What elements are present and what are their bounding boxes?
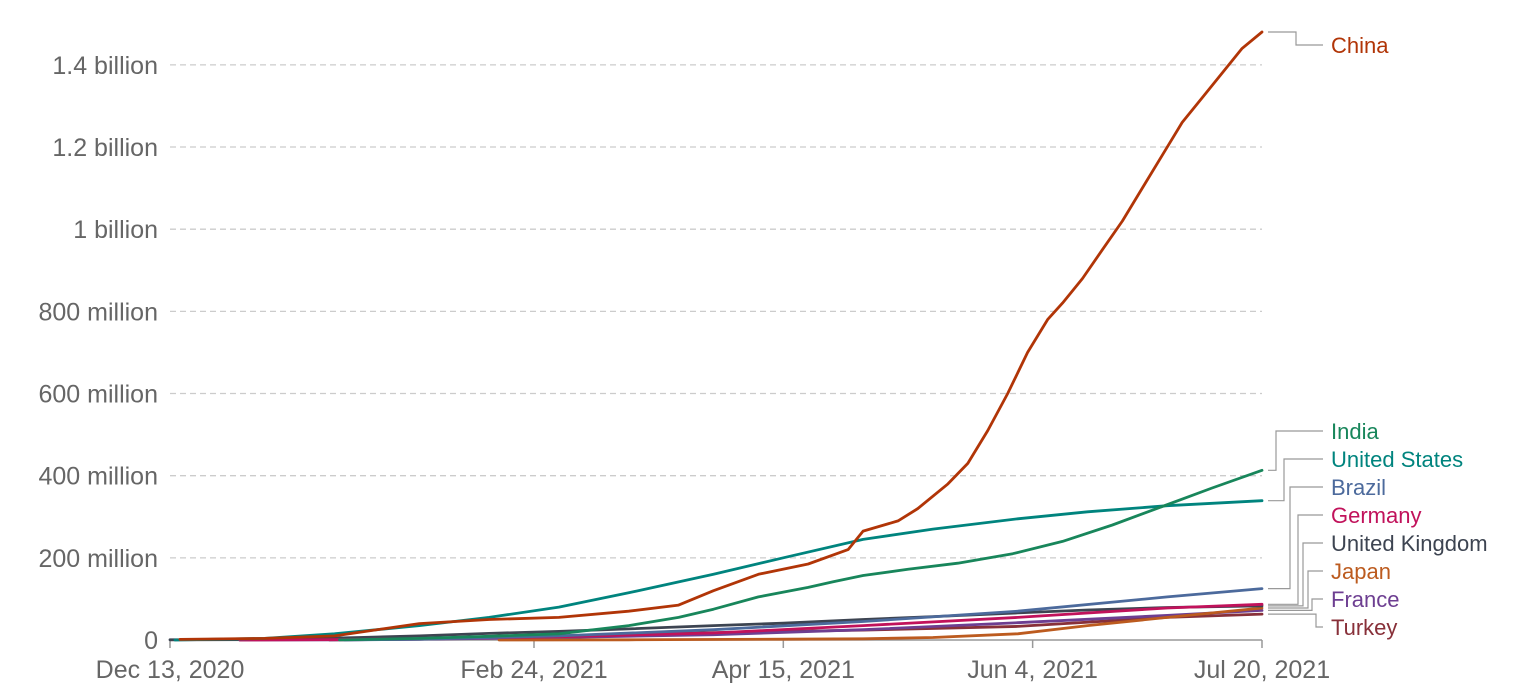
legend-label-united-kingdom: United Kingdom <box>1331 531 1488 556</box>
legend-connector-brazil <box>1268 486 1323 590</box>
legend-label-france: France <box>1331 587 1399 612</box>
legend-connector-turkey <box>1268 613 1323 628</box>
legend-label-japan: Japan <box>1331 559 1391 584</box>
y-tick-label: 800 million <box>38 298 158 326</box>
grid-layer <box>170 64 1262 559</box>
legend-layer: China India United States Brazil Germany Unit… <box>1268 31 1488 640</box>
series-line-india <box>338 468 1264 642</box>
legend-label-germany: Germany <box>1331 503 1421 528</box>
legend-label-china: China <box>1331 33 1389 58</box>
legend-connector-france <box>1268 598 1323 612</box>
legend-connector-united-states <box>1268 458 1323 502</box>
series-line-united-kingdom <box>168 604 1264 642</box>
y-tick-label: 400 million <box>38 463 158 491</box>
y-tick-label: 200 million <box>38 545 158 573</box>
legend-connector-germany <box>1268 514 1323 605</box>
x-tick-label: Feb 24, 2021 <box>460 656 607 684</box>
legend-label-brazil: Brazil <box>1331 475 1386 500</box>
legend-label-india: India <box>1331 419 1379 444</box>
legend-connector-china <box>1268 31 1323 46</box>
x-tick-label: Jul 20, 2021 <box>1194 656 1330 684</box>
y-tick-label: 600 million <box>38 381 158 409</box>
series-layer <box>168 30 1264 642</box>
legend-connector-india <box>1268 430 1323 471</box>
x-tick-label: Apr 15, 2021 <box>712 656 855 684</box>
series-line-japan <box>497 606 1264 642</box>
x-tick-label: Dec 13, 2020 <box>96 656 245 684</box>
series-line-china <box>178 30 1264 641</box>
legend-label-united-states: United States <box>1331 447 1463 472</box>
y-tick-label: 1.4 billion <box>52 52 158 80</box>
y-tick-label: 1 billion <box>73 216 158 244</box>
axis-layer: 0 200 million 400 million 600 million 800 mi… <box>38 52 1330 684</box>
y-tick-label: 1.2 billion <box>52 134 158 162</box>
legend-label-turkey: Turkey <box>1331 615 1397 640</box>
x-tick-label: Jun 4, 2021 <box>967 656 1098 684</box>
legend-connector-japan <box>1268 570 1323 609</box>
legend-connector-united-kingdom <box>1268 542 1323 607</box>
y-tick-label: 0 <box>144 627 158 655</box>
